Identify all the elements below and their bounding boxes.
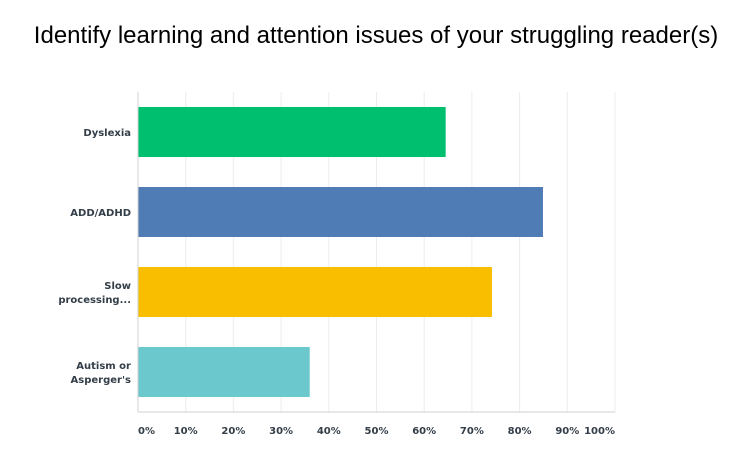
category-label: Slow: [104, 281, 131, 292]
bars: [138, 107, 543, 397]
x-tick-label: 80%: [508, 426, 532, 437]
x-tick-label: 0%: [138, 426, 155, 437]
x-tick-label: 30%: [269, 426, 293, 437]
x-tick-label: 50%: [365, 426, 389, 437]
category-label: Autism or: [76, 361, 131, 372]
bar: [138, 267, 492, 317]
category-label: Asperger's: [71, 375, 131, 386]
x-tick-label: 100%: [584, 426, 615, 437]
x-tick-label: 70%: [460, 426, 484, 437]
category-label: processing...: [58, 295, 131, 306]
bar: [138, 107, 446, 157]
axes: [137, 92, 615, 413]
category-labels: Dyslexia ADD/ADHD Slow processing... Autism …: [58, 128, 131, 386]
category-label: Dyslexia: [83, 128, 131, 139]
x-tick-label: 60%: [412, 426, 436, 437]
category-label: ADD/ADHD: [70, 208, 131, 219]
chart-title: Identify learning and attention issues o…: [33, 22, 719, 49]
bar: [138, 187, 543, 237]
x-tick-label: 20%: [221, 426, 245, 437]
x-tick-label: 10%: [174, 426, 198, 437]
x-tick-label: 90%: [555, 426, 579, 437]
x-tick-label: 40%: [317, 426, 341, 437]
tick-labels: 0% 10% 20% 30% 40% 50% 60% 70% 80% 90% 100%: [138, 426, 615, 437]
bar: [138, 347, 310, 397]
